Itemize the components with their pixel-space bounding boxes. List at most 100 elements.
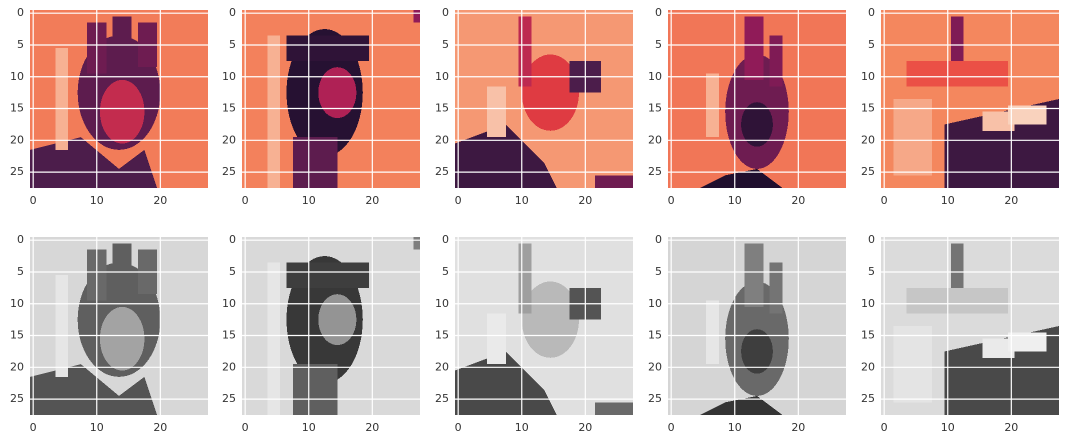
x-tick-label: 10	[941, 421, 955, 434]
image-region	[318, 67, 357, 119]
y-tick-label: 0	[868, 6, 875, 19]
y-tick-label: 25	[861, 392, 875, 405]
y-tick-label: 10	[10, 70, 24, 83]
image-region	[893, 99, 932, 176]
y-tick-label: 20	[222, 360, 236, 373]
y-tick-label: 20	[435, 133, 449, 146]
x-tick-label: 0	[668, 194, 675, 207]
image-region	[99, 306, 145, 371]
y-tick-label: 25	[222, 392, 236, 405]
x-tick-label: 0	[30, 421, 37, 434]
y-tick-label: 25	[648, 392, 662, 405]
y-tick-label: 10	[648, 297, 662, 310]
image-region	[893, 326, 932, 403]
image-region	[906, 287, 1009, 314]
y-tick-label: 25	[222, 165, 236, 178]
x-tick-label: 0	[668, 421, 675, 434]
y-tick-label: 0	[655, 233, 662, 246]
image-region	[950, 16, 964, 61]
y-tick-label: 25	[10, 165, 24, 178]
image	[668, 237, 846, 415]
image-region	[706, 300, 719, 365]
y-tick-label: 25	[435, 165, 449, 178]
y-tick-label: 20	[861, 133, 875, 146]
image-region	[112, 16, 132, 68]
x-tick-label: 20	[1004, 421, 1018, 434]
y-tick-label: 5	[229, 38, 236, 51]
image-region	[286, 35, 370, 61]
image-region	[706, 73, 719, 138]
x-tick-label: 20	[791, 421, 805, 434]
image-region	[518, 16, 532, 87]
y-tick-label: 15	[648, 102, 662, 115]
y-tick-label: 20	[435, 360, 449, 373]
x-tick-label: 20	[365, 194, 379, 207]
y-tick-label: 10	[861, 70, 875, 83]
image-region	[950, 243, 964, 288]
x-tick-label: 20	[791, 194, 805, 207]
x-tick-label: 10	[90, 194, 104, 207]
image-region	[413, 10, 420, 23]
x-tick-label: 10	[728, 194, 742, 207]
image-panel: 0 10 20 0 5 10 15 20 25	[435, 6, 633, 207]
image-region	[744, 243, 764, 307]
image-region	[741, 102, 773, 147]
image-region	[769, 35, 783, 87]
image	[881, 237, 1059, 415]
y-tick-label: 10	[435, 70, 449, 83]
y-tick-label: 5	[655, 265, 662, 278]
y-tick-label: 10	[222, 70, 236, 83]
x-tick-label: 20	[578, 194, 592, 207]
y-tick-label: 0	[17, 233, 24, 246]
y-tick-label: 15	[861, 102, 875, 115]
y-tick-label: 0	[442, 6, 449, 19]
image-panel: 0 10 20 0 5 10 15 20 25	[222, 233, 420, 434]
x-tick-label: 10	[728, 421, 742, 434]
image-region	[744, 16, 764, 80]
image-region	[769, 262, 783, 314]
y-tick-label: 5	[17, 265, 24, 278]
y-tick-label: 5	[868, 265, 875, 278]
y-tick-label: 15	[222, 102, 236, 115]
image-region	[1008, 332, 1047, 352]
y-tick-label: 20	[10, 360, 24, 373]
image-region	[741, 329, 773, 374]
x-tick-label: 0	[455, 421, 462, 434]
x-tick-label: 10	[515, 421, 529, 434]
image-region	[982, 338, 1015, 358]
image-region	[413, 237, 420, 250]
image-region	[55, 48, 69, 150]
y-tick-label: 10	[435, 297, 449, 310]
image-panel: 0 10 20 0 5 10 15 20 25	[222, 6, 420, 207]
image-panel: 0 10 20 0 5 10 15 20 25	[10, 6, 208, 207]
x-tick-label: 0	[242, 421, 249, 434]
image-region	[906, 60, 1009, 87]
x-tick-label: 20	[153, 421, 167, 434]
image-region	[99, 79, 145, 144]
y-tick-label: 25	[435, 392, 449, 405]
image-region	[55, 275, 69, 377]
x-tick-label: 10	[515, 194, 529, 207]
x-tick-label: 10	[302, 421, 316, 434]
y-tick-label: 10	[10, 297, 24, 310]
y-tick-label: 20	[222, 133, 236, 146]
y-tick-label: 10	[861, 297, 875, 310]
y-tick-label: 5	[655, 38, 662, 51]
y-tick-label: 0	[229, 6, 236, 19]
y-tick-label: 15	[222, 329, 236, 342]
y-tick-label: 25	[648, 165, 662, 178]
y-tick-label: 0	[442, 233, 449, 246]
image	[881, 10, 1059, 188]
image-region	[486, 313, 506, 365]
image-region	[1008, 105, 1047, 125]
y-tick-label: 20	[10, 133, 24, 146]
image	[668, 10, 846, 188]
y-tick-label: 20	[648, 133, 662, 146]
image	[30, 237, 208, 415]
image-panel: 0 10 20 0 5 10 15 20 25	[861, 6, 1059, 207]
image-region	[112, 243, 132, 295]
image-region	[699, 168, 783, 188]
image	[242, 237, 420, 415]
image	[455, 10, 633, 188]
